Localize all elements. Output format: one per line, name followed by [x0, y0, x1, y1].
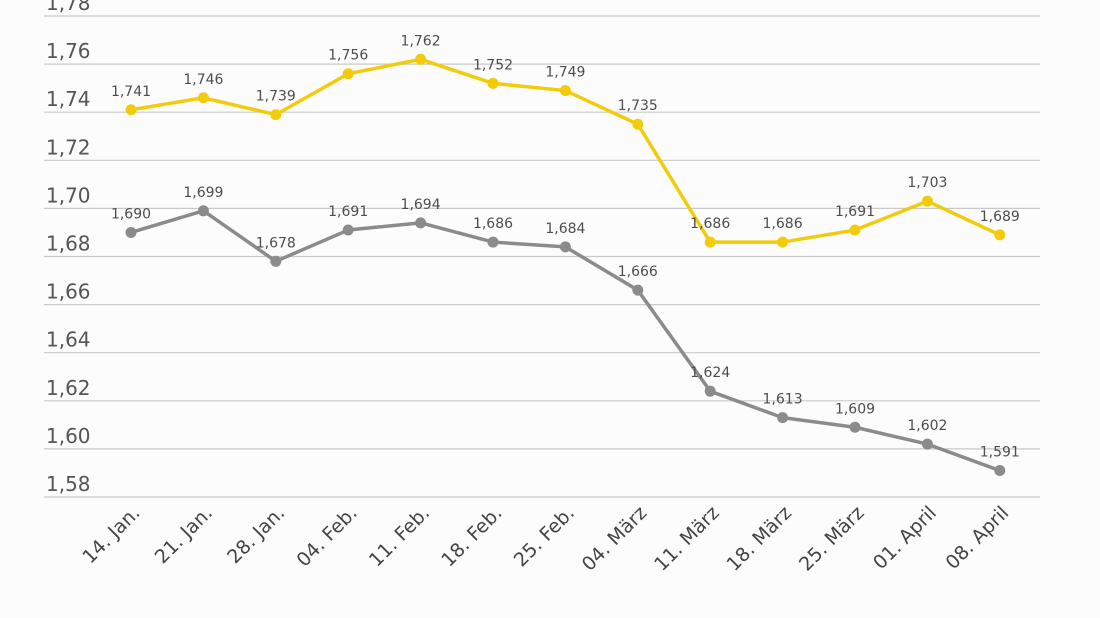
y-tick-label: 1,74: [46, 87, 91, 111]
data-labels: 1,741 1,746 1,739 1,756 1,762 1,752 1,749 1,735…: [111, 33, 1020, 460]
data-point: [849, 421, 861, 433]
x-tick-label: 14. Jan.: [78, 502, 144, 568]
data-point: [632, 118, 644, 130]
data-label: 1,752: [473, 57, 513, 73]
data-label: 1,602: [907, 418, 947, 434]
data-point: [487, 77, 499, 89]
data-point: [921, 438, 933, 450]
data-point: [777, 236, 789, 248]
data-point: [704, 236, 716, 248]
y-tick-label: 1,58: [46, 472, 91, 496]
y-tick-label: 1,72: [46, 135, 91, 159]
x-tick-label: 18. März: [723, 502, 797, 576]
data-point: [342, 224, 354, 236]
data-label: 1,666: [618, 264, 658, 280]
data-point: [197, 205, 209, 217]
data-point: [415, 217, 427, 229]
x-tick-label: 21. Jan.: [151, 502, 217, 568]
data-label: 1,756: [328, 48, 368, 64]
data-label: 1,703: [907, 175, 947, 191]
x-tick-label: 25. Feb.: [510, 502, 579, 571]
data-point: [994, 229, 1006, 241]
data-label: 1,689: [980, 209, 1020, 225]
data-label: 1,591: [980, 445, 1020, 461]
series-1: [125, 53, 1006, 248]
data-point: [704, 385, 716, 397]
y-tick-label: 1,66: [46, 280, 91, 304]
y-tick-label: 1,64: [46, 328, 91, 352]
data-label: 1,686: [690, 216, 730, 232]
data-label: 1,678: [256, 235, 296, 251]
data-label: 1,739: [256, 89, 296, 105]
data-point: [270, 255, 282, 267]
data-point: [921, 195, 933, 207]
data-label: 1,741: [111, 84, 151, 100]
series-2: [125, 205, 1006, 477]
y-axis-ticks: 1,58 1,60 1,62 1,64 1,66 1,68 1,70 1,72 1,74 1,76…: [46, 0, 91, 496]
y-tick-label: 1,70: [46, 183, 91, 207]
x-tick-label: 11. Feb.: [365, 502, 434, 571]
data-point: [270, 109, 282, 121]
data-point: [777, 412, 789, 424]
data-label: 1,746: [183, 72, 223, 88]
data-point: [487, 236, 499, 248]
data-label: 1,613: [763, 392, 803, 408]
y-tick-label: 1,76: [46, 39, 91, 63]
data-label: 1,690: [111, 206, 151, 222]
x-axis-ticks: 14. Jan. 21. Jan. 28. Jan. 04. Feb. 11. Feb.…: [78, 502, 1013, 576]
data-point: [849, 224, 861, 236]
y-tick-label: 1,68: [46, 232, 91, 256]
x-tick-label: 04. Feb.: [292, 502, 361, 571]
data-point: [415, 53, 427, 65]
gridlines: [44, 15, 1040, 498]
data-point: [559, 241, 571, 253]
data-point: [632, 284, 644, 296]
x-tick-label: 11. März: [650, 502, 724, 576]
data-label: 1,694: [401, 197, 441, 213]
x-tick-label: 04. März: [578, 502, 652, 576]
data-label: 1,686: [763, 216, 803, 232]
data-label: 1,735: [618, 98, 658, 114]
x-tick-label: 25. März: [795, 502, 869, 576]
data-label: 1,686: [473, 216, 513, 232]
data-label: 1,624: [690, 365, 730, 381]
x-tick-label: 28. Jan.: [223, 502, 289, 568]
data-point: [559, 85, 571, 97]
data-label: 1,762: [401, 33, 441, 49]
y-tick-label: 1,62: [46, 376, 91, 400]
y-tick-label: 1,78: [46, 0, 91, 15]
data-label: 1,609: [835, 401, 875, 417]
data-label: 1,691: [328, 204, 368, 220]
x-tick-label: 01. April: [869, 502, 941, 574]
data-point: [342, 68, 354, 80]
data-point: [197, 92, 209, 104]
data-label: 1,699: [183, 185, 223, 201]
data-label: 1,691: [835, 204, 875, 220]
data-point: [125, 104, 137, 116]
data-point: [994, 465, 1006, 477]
series-layer: [125, 53, 1006, 477]
data-label: 1,684: [545, 221, 585, 237]
data-point: [125, 226, 137, 238]
x-tick-label: 08. April: [941, 502, 1013, 574]
data-label: 1,749: [545, 65, 585, 81]
x-tick-label: 18. Feb.: [437, 502, 506, 571]
y-tick-label: 1,60: [46, 424, 91, 448]
